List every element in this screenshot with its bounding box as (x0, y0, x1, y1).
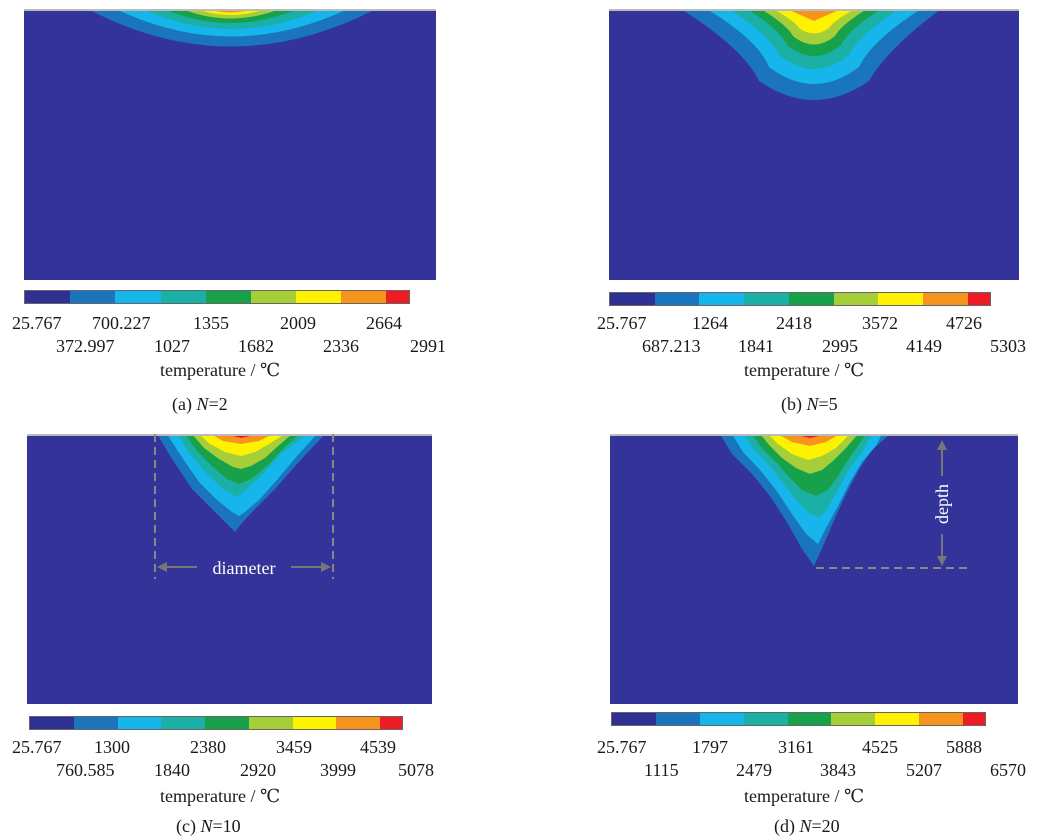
color-bar-b (609, 292, 991, 306)
tick-label: 25.767 (12, 737, 62, 757)
tick-label: 2664 (366, 313, 402, 333)
tick-label: 2009 (280, 313, 316, 333)
tick-label: 1840 (154, 760, 190, 780)
tick-label: 1027 (154, 336, 190, 356)
tick-label: 3999 (320, 760, 356, 780)
temperature-field-plot-d: depth (610, 434, 1018, 704)
color-bar-d (611, 712, 986, 726)
tick-label: 3161 (778, 737, 814, 757)
legend-title: temperature / ℃ (160, 360, 281, 380)
tick-label: 1841 (738, 336, 774, 356)
tick-label: 2995 (822, 336, 858, 356)
panel-caption: (d) N=20 (774, 816, 840, 836)
tick-label: 4525 (862, 737, 898, 757)
legend-title: temperature / ℃ (160, 786, 281, 806)
tick-label: 1115 (644, 760, 679, 780)
temperature-field-plot-c: diameter (27, 434, 432, 704)
tick-label: 5888 (946, 737, 982, 757)
tick-label: 4726 (946, 313, 982, 333)
depth-annotation: depth (932, 484, 952, 524)
tick-label: 4539 (360, 737, 396, 757)
tick-label: 2479 (736, 760, 772, 780)
tick-label: 2920 (240, 760, 276, 780)
color-bar-c (29, 716, 403, 730)
tick-label: 3843 (820, 760, 856, 780)
tick-label: 687.213 (642, 336, 701, 356)
tick-label: 6570 (990, 760, 1026, 780)
tick-label: 25.767 (12, 313, 62, 333)
tick-label: 25.767 (597, 737, 647, 757)
legend-title: temperature / ℃ (744, 786, 865, 806)
color-bar-a (24, 290, 410, 304)
tick-label: 1264 (692, 313, 728, 333)
tick-label: 4149 (906, 336, 942, 356)
tick-label: 372.997 (56, 336, 115, 356)
tick-label: 760.585 (56, 760, 115, 780)
diameter-annotation: diameter (213, 558, 276, 578)
panel-caption: (a) N=2 (172, 394, 228, 414)
tick-label: 3572 (862, 313, 898, 333)
panel-caption: (c) N=10 (176, 816, 241, 836)
panel-caption: (b) N=5 (781, 394, 838, 414)
tick-label: 5207 (906, 760, 942, 780)
tick-label: 3459 (276, 737, 312, 757)
tick-label: 5303 (990, 336, 1026, 356)
tick-label: 700.227 (92, 313, 151, 333)
tick-label: 2380 (190, 737, 226, 757)
tick-label: 5078 (398, 760, 434, 780)
temperature-field-plot-b (609, 9, 1019, 280)
legend-title: temperature / ℃ (744, 360, 865, 380)
tick-label: 25.767 (597, 313, 647, 333)
tick-label: 2991 (410, 336, 446, 356)
tick-label: 1300 (94, 737, 130, 757)
temperature-field-plot-a (24, 9, 436, 280)
tick-label: 1797 (692, 737, 728, 757)
tick-label: 1682 (238, 336, 274, 356)
tick-label: 2418 (776, 313, 812, 333)
tick-label: 2336 (323, 336, 359, 356)
tick-label: 1355 (193, 313, 229, 333)
